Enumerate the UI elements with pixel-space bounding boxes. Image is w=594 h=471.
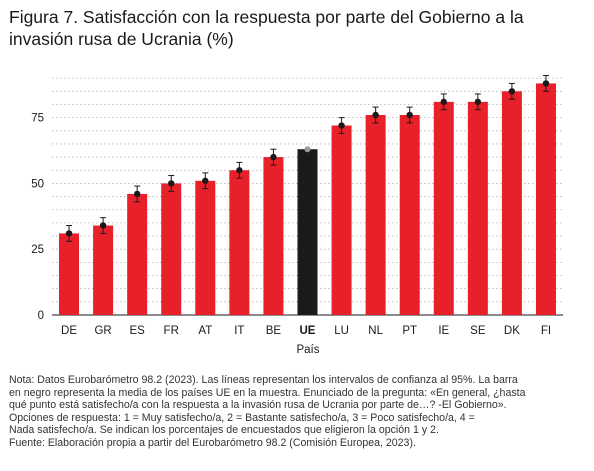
x-tick-label-pt: PT — [402, 325, 417, 337]
y-tick-label: 50 — [31, 178, 44, 190]
bar-chart: 0 25 50 75 DE GR ES FR AT IT BE UE LU NL PT IE SE DK FI Pa… — [31, 75, 563, 356]
data-point — [542, 80, 550, 87]
y-tick-label: 75 — [31, 113, 44, 125]
x-tick-label-at: AT — [198, 325, 212, 337]
note-line: en negro representa la media de los país… — [9, 386, 526, 399]
note-line: Fuente: Elaboración propia a partir del … — [9, 436, 416, 449]
bar-nl — [365, 115, 386, 315]
bar-fr — [161, 183, 182, 315]
data-point — [440, 98, 447, 106]
x-tick-label-be: BE — [266, 325, 282, 337]
x-tick-label-lu: LU — [334, 325, 349, 337]
data-point — [202, 177, 209, 184]
y-tick-label: 0 — [38, 310, 44, 322]
bar-be — [263, 157, 284, 315]
data-point — [372, 111, 379, 119]
x-tick-label-nl: NL — [368, 325, 383, 337]
data-point — [99, 222, 107, 229]
bar-at — [195, 180, 216, 315]
data-point — [270, 153, 277, 161]
note-line: Nota: Datos Eurobarómetro 98.2 (2023). L… — [9, 374, 518, 386]
note-line: Nada satisfecho/a. Se indican los porcen… — [9, 424, 439, 437]
x-tick-label-se: SE — [470, 325, 486, 337]
x-tick-label-de: DE — [61, 325, 77, 337]
data-point — [65, 230, 73, 237]
note-line: qué punto está satisfecho/a con la respu… — [9, 399, 507, 412]
data-point — [508, 88, 516, 95]
note-line: Opciones de respuesta: 1 = Muy satisfech… — [9, 411, 475, 424]
data-point — [406, 111, 413, 119]
bar-lu — [331, 125, 352, 316]
bar-es — [127, 193, 148, 315]
x-tick-label-fi: FI — [541, 325, 551, 337]
bar-ie — [433, 101, 454, 315]
bar-gr — [93, 225, 114, 315]
chart-note: Nota: Datos Eurobarómetro 98.2 (2023). L… — [9, 374, 589, 450]
x-tick-label-fr: FR — [164, 325, 179, 337]
bar-it — [229, 170, 250, 315]
x-tick-label-dk: DK — [504, 325, 520, 337]
data-point — [133, 190, 141, 198]
x-tick-label-ue: UE — [300, 325, 316, 337]
y-tick-label: 25 — [31, 244, 44, 256]
x-axis-label: País — [296, 344, 319, 356]
chart-title: Figura 7. Satisfacción con la respuesta … — [9, 7, 524, 49]
data-point — [304, 146, 311, 153]
x-tick-label-it: IT — [234, 325, 244, 337]
x-tick-label-gr: GR — [94, 325, 111, 337]
bar-de — [59, 233, 80, 315]
bar-pt — [399, 115, 420, 315]
data-point — [474, 98, 482, 106]
bar-se — [467, 101, 488, 315]
x-tick-label-es: ES — [129, 325, 145, 337]
data-point — [338, 122, 345, 129]
bar-dk — [501, 91, 522, 315]
data-point — [236, 167, 243, 174]
bar-fi — [535, 83, 556, 315]
data-point — [168, 180, 175, 187]
bar-ue — [297, 149, 318, 315]
x-tick-label-ie: IE — [438, 325, 449, 337]
